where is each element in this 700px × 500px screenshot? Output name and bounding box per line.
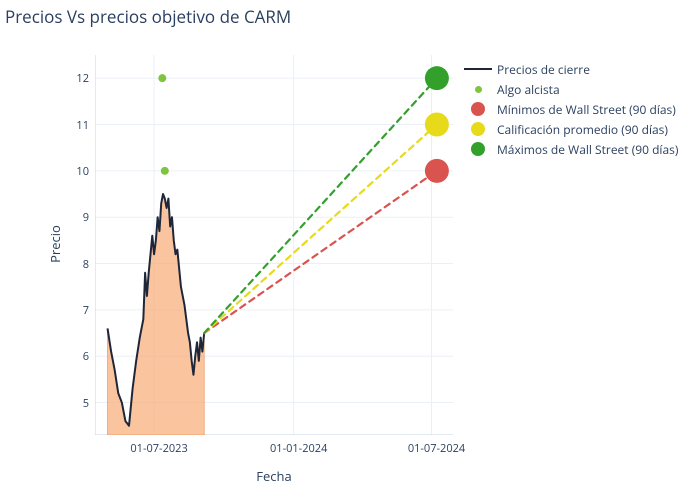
legend-item[interactable]: Calificación promedio (90 días): [463, 120, 678, 138]
legend-symbol: [463, 122, 493, 136]
y-tick-label: 6: [83, 349, 89, 364]
legend-label: Calificación promedio (90 días): [497, 121, 668, 138]
x-tick-label: 01-01-2024: [264, 441, 334, 456]
legend-item[interactable]: Precios de cierre: [463, 60, 678, 78]
legend-symbol: [463, 142, 493, 156]
legend-item[interactable]: Mínimos de Wall Street (90 días): [463, 100, 678, 118]
y-tick-label: 8: [83, 257, 89, 272]
legend-item[interactable]: Algo alcista: [463, 80, 678, 98]
y-axis-label: Precio: [46, 214, 64, 274]
y-tick-label: 7: [83, 303, 89, 318]
legend-symbol: [463, 102, 493, 116]
legend-label: Máximos de Wall Street (90 días): [497, 141, 678, 158]
chart-title: Precios Vs precios objetivo de CARM: [5, 5, 291, 28]
x-axis-label: Fecha: [234, 467, 314, 485]
chart-plot: [95, 55, 453, 435]
legend-label: Algo alcista: [497, 81, 560, 98]
legend-symbol: [463, 68, 493, 70]
chart-legend: Precios de cierre Algo alcista Mínimos de …: [463, 60, 678, 160]
y-tick-label: 12: [76, 71, 89, 86]
y-tick-label: 10: [76, 164, 89, 179]
legend-item[interactable]: Máximos de Wall Street (90 días): [463, 140, 678, 158]
y-tick-label: 5: [83, 396, 89, 411]
legend-symbol: [463, 86, 493, 93]
y-tick-label: 11: [76, 118, 89, 133]
legend-label: Precios de cierre: [497, 61, 590, 78]
legend-label: Mínimos de Wall Street (90 días): [497, 101, 676, 118]
x-tick-label: 01-07-2024: [402, 441, 472, 456]
y-tick-label: 9: [83, 210, 89, 225]
x-tick-label: 01-07-2023: [124, 441, 194, 456]
